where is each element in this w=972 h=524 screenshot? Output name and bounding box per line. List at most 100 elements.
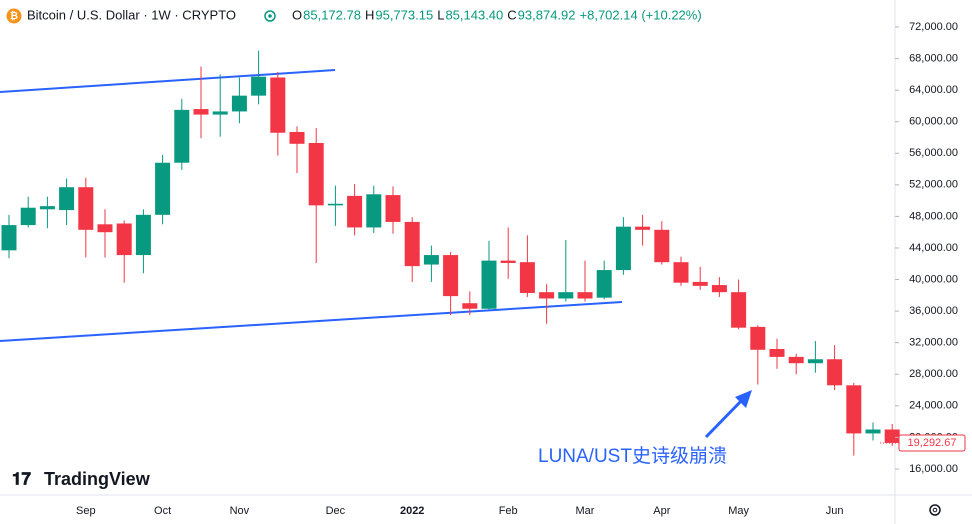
candle-body (577, 292, 593, 299)
change: +8,702.14 (+10.22%) (580, 7, 702, 22)
candle-body (500, 260, 516, 263)
ohlc-key: L (437, 7, 444, 22)
ohlc-legend: O 85,172.78 H 95,773.15 L 85,143.40 C 93,874.92… (292, 7, 702, 22)
candle-body (155, 162, 171, 215)
y-tick-label: 44,000.00 (909, 242, 958, 254)
annotation-arrowhead (735, 390, 752, 408)
symbol-icon (6, 8, 22, 24)
y-tick-label: 68,000.00 (909, 52, 958, 64)
eye-pupil (268, 14, 272, 18)
candle-body (212, 111, 228, 115)
x-tick-label: May (728, 505, 749, 517)
ohlc-key: C (507, 7, 516, 22)
candle-body (692, 281, 708, 286)
candle-body (78, 187, 94, 230)
candle-body (807, 359, 823, 364)
watermark: TradingView (44, 469, 151, 489)
annotation-arrow (704, 396, 746, 439)
candle-body (97, 224, 113, 233)
trend-line-upper (0, 69, 336, 93)
y-tick-label: 16,000.00 (909, 463, 958, 475)
y-tick-label: 28,000.00 (909, 368, 958, 380)
candle-body (135, 214, 151, 256)
y-tick-label: 56,000.00 (909, 147, 958, 159)
x-tick-label: Sep (76, 505, 96, 517)
candle-body (193, 109, 209, 115)
ohlc-value: 85,143.40 (445, 7, 503, 22)
candle-body (673, 262, 689, 283)
candle-body (327, 203, 343, 206)
x-tick-label: Oct (154, 505, 171, 517)
x-tick-label: Dec (326, 505, 346, 517)
candle-body (731, 292, 747, 328)
candle-body (846, 385, 862, 434)
candle-body (231, 95, 247, 112)
candle-body (481, 260, 497, 309)
y-tick-label: 36,000.00 (909, 305, 958, 317)
ohlc-value: 85,172.78 (303, 7, 361, 22)
x-tick-label: Nov (230, 505, 250, 517)
x-tick-label: Jun (826, 505, 844, 517)
candle-body (615, 226, 631, 271)
candle-body (827, 359, 843, 386)
candle-body (596, 270, 612, 298)
candle-body (462, 303, 478, 309)
y-tick-label: 60,000.00 (909, 116, 958, 128)
candle-body (519, 262, 535, 293)
candle-body (769, 348, 785, 357)
candle-body (270, 77, 286, 133)
x-tick-label: 2022 (400, 505, 424, 517)
candle-body (289, 131, 305, 144)
y-tick-label: 48,000.00 (909, 210, 958, 222)
candle-body (1, 225, 17, 251)
ohlc-key: O (292, 7, 302, 22)
candle-body (347, 195, 363, 228)
candles (1, 50, 900, 456)
y-tick-label: 52,000.00 (909, 179, 958, 191)
candle-body (865, 429, 881, 434)
candle-body (385, 195, 401, 222)
candle-body (635, 226, 651, 230)
y-tick-label: 40,000.00 (909, 273, 958, 285)
candle-body (558, 292, 574, 299)
candle-body (39, 206, 55, 210)
candle-body (251, 76, 267, 96)
x-tick-label: Mar (576, 505, 595, 517)
candle-body (366, 194, 382, 228)
candle-body (884, 429, 900, 443)
y-tick-label: 32,000.00 (909, 337, 958, 349)
candle-body (308, 143, 324, 206)
candle-body (174, 109, 190, 163)
last-price-label: 19,292.67 (908, 437, 957, 449)
x-tick-label: Feb (499, 505, 518, 517)
symbol-icon-glyph: ₿ (10, 10, 18, 22)
candle-body (423, 255, 439, 265)
candle-body (59, 187, 75, 211)
trend-line-lower (0, 301, 623, 342)
ohlc-key: H (365, 7, 374, 22)
ohlc-value: 93,874.92 (518, 7, 576, 22)
annotation: LUNA/UST史诗级崩溃 (538, 445, 727, 467)
x-tick-label: Apr (653, 505, 670, 517)
last-price-box (898, 434, 966, 452)
visibility-icon[interactable] (264, 10, 276, 22)
y-tick-label: 64,000.00 (909, 84, 958, 96)
eye-icon[interactable] (264, 10, 276, 22)
settings-icon[interactable] (929, 504, 941, 516)
candle-body (539, 292, 555, 299)
settings-icon-center (932, 507, 938, 513)
candle-body (711, 285, 727, 293)
candle-body (654, 229, 670, 263)
candle-body (404, 221, 420, 267)
candle-body (750, 326, 766, 350)
candle-body (20, 207, 36, 226)
y-tick-label: 72,000.00 (909, 21, 958, 33)
logo-mark: 𝟏𝟕 (12, 469, 31, 488)
candle-body (788, 356, 804, 364)
candle-body (116, 223, 132, 256)
y-tick-label: 24,000.00 (909, 400, 958, 412)
candle-body (443, 255, 459, 297)
ohlc-value: 95,773.15 (375, 7, 433, 22)
chart-title: Bitcoin / U.S. Dollar · 1W · CRYPTO (27, 7, 236, 22)
